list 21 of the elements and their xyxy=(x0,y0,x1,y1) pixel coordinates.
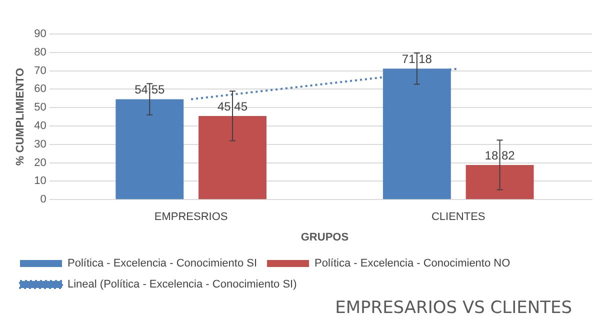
y-tick-label: 60 xyxy=(34,83,46,96)
y-tick-label: 70 xyxy=(34,64,46,77)
legend-label: Lineal (Política - Excelencia - Conocimiento SI) xyxy=(68,278,297,291)
y-tick-label: 90 xyxy=(34,28,46,40)
bar xyxy=(116,99,184,200)
y-tick-label: 20 xyxy=(34,156,46,169)
y-tick-label: 40 xyxy=(34,120,46,132)
text: EMPRESARIOS VS CLIENTES xyxy=(335,298,572,318)
y-tick-label: 50 xyxy=(34,102,46,114)
y-axis-title: % CUMPLIMIENTO xyxy=(14,68,27,166)
y-tick-label: 80 xyxy=(34,46,46,58)
x-tick-label: EMPRESRIOS xyxy=(154,211,228,224)
legend-label: Política - Excelencia - Conocimiento NO xyxy=(314,258,511,270)
y-tick-label: 10 xyxy=(34,175,46,188)
y-tick-label: 30 xyxy=(34,138,46,150)
bar xyxy=(466,164,534,200)
x-tick-label: CLIENTES xyxy=(431,211,486,224)
y-tick-label: 0 xyxy=(40,194,46,206)
legend-label: Política - Excelencia - Conocimiento SI xyxy=(68,258,258,270)
bar xyxy=(198,116,266,200)
x-axis-title: GRUPOS xyxy=(300,231,349,244)
